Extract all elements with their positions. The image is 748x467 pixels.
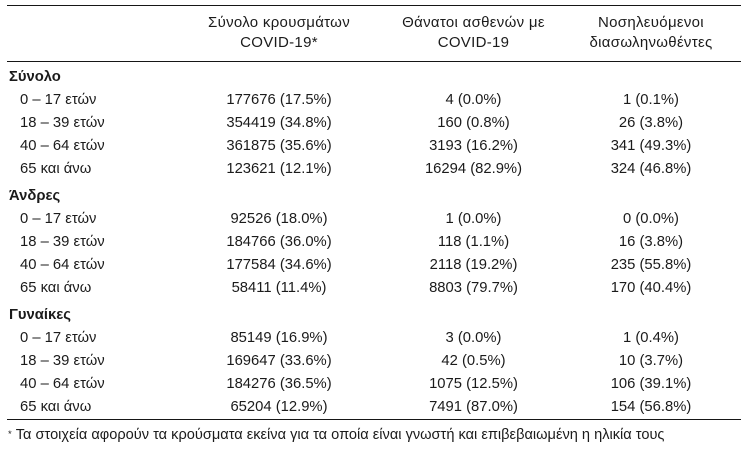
- intubated-cell: 170 (40.4%): [610, 280, 692, 296]
- cases-cell: 361875 (35.6%): [226, 138, 332, 154]
- row-label: 0 – 17 ετών: [20, 211, 97, 227]
- footnote-row: * Τα στοιχεία αφορούν τα κρούσματα εκείνα…: [7, 420, 741, 455]
- empty-cell: [386, 300, 561, 327]
- section-label: Σύνολο: [9, 69, 61, 85]
- header-cases-line1: Σύνολο κρουσμάτων: [208, 14, 350, 31]
- header-intubated-line1: Νοσηλευόμενοι: [598, 14, 704, 31]
- cases-cell: 85149 (16.9%): [230, 330, 328, 346]
- intubated-cell: 341 (49.3%): [610, 138, 692, 154]
- row-label: 40 – 64 ετών: [20, 138, 105, 154]
- footnote: * Τα στοιχεία αφορούν τα κρούσματα εκείνα…: [7, 420, 741, 455]
- table-row: 65 και άνω 123621 (12.1%) 16294 (82.9%) …: [7, 158, 741, 181]
- table-row: 0 – 17 ετών 85149 (16.9%) 3 (0.0%) 1 (0.…: [7, 327, 741, 350]
- row-label: 18 – 39 ετών: [20, 353, 105, 369]
- deaths-cell: 3193 (16.2%): [429, 138, 518, 154]
- deaths-cell: 1075 (12.5%): [429, 376, 518, 392]
- intubated-cell: 154 (56.8%): [610, 399, 692, 415]
- row-label: 0 – 17 ετών: [20, 330, 97, 346]
- deaths-cell: 4 (0.0%): [445, 92, 502, 108]
- header-deaths-line2: COVID-19: [437, 34, 510, 51]
- table-row: 18 – 39 ετών 184766 (36.0%) 118 (1.1%) 1…: [7, 231, 741, 254]
- header-intubated: Νοσηλευόμενοι διασωληνωθέντες: [561, 6, 741, 62]
- section-row-men: Άνδρες: [7, 181, 741, 208]
- row-label: 65 και άνω: [20, 399, 92, 415]
- deaths-cell: 7491 (87.0%): [429, 399, 518, 415]
- cases-cell: 169647 (33.6%): [226, 353, 332, 369]
- cases-cell: 354419 (34.8%): [226, 115, 332, 131]
- section-row-women: Γυναίκες: [7, 300, 741, 327]
- row-label: 40 – 64 ετών: [20, 257, 105, 273]
- cases-cell: 177676 (17.5%): [226, 92, 332, 108]
- row-label: 40 – 64 ετών: [20, 376, 105, 392]
- row-label: 0 – 17 ετών: [20, 92, 97, 108]
- deaths-cell: 160 (0.8%): [437, 115, 510, 131]
- empty-cell: [561, 181, 741, 208]
- footnote-marker: *: [8, 429, 12, 440]
- table-row: 18 – 39 ετών 354419 (34.8%) 160 (0.8%) 2…: [7, 112, 741, 135]
- intubated-cell: 324 (46.8%): [610, 161, 692, 177]
- section-label: Γυναίκες: [9, 307, 71, 323]
- cases-cell: 184276 (36.5%): [226, 376, 332, 392]
- header-row: Σύνολο κρουσμάτων COVID-19* Θάνατοι ασθε…: [7, 6, 741, 62]
- covid-age-sex-table: Σύνολο κρουσμάτων COVID-19* Θάνατοι ασθε…: [7, 5, 741, 454]
- empty-cell: [386, 181, 561, 208]
- table-row: 18 – 39 ετών 169647 (33.6%) 42 (0.5%) 10…: [7, 350, 741, 373]
- table-row: 0 – 17 ετών 177676 (17.5%) 4 (0.0%) 1 (0…: [7, 89, 741, 112]
- row-label: 18 – 39 ετών: [20, 234, 105, 250]
- table-header: Σύνολο κρουσμάτων COVID-19* Θάνατοι ασθε…: [7, 6, 741, 62]
- intubated-cell: 0 (0.0%): [623, 211, 679, 227]
- header-deaths: Θάνατοι ασθενών με COVID-19: [386, 6, 561, 62]
- row-label: 65 και άνω: [20, 161, 92, 177]
- table-row: 0 – 17 ετών 92526 (18.0%) 1 (0.0%) 0 (0.…: [7, 208, 741, 231]
- table-row: 65 και άνω 58411 (11.4%) 8803 (79.7%) 17…: [7, 277, 741, 300]
- intubated-cell: 26 (3.8%): [618, 115, 684, 131]
- empty-cell: [172, 300, 386, 327]
- report-table-page: Σύνολο κρουσμάτων COVID-19* Θάνατοι ασθε…: [7, 5, 741, 454]
- table-row: 40 – 64 ετών 361875 (35.6%) 3193 (16.2%)…: [7, 135, 741, 158]
- section-row-total: Σύνολο: [7, 62, 741, 90]
- cases-cell: 65204 (12.9%): [230, 399, 328, 415]
- deaths-cell: 42 (0.5%): [441, 353, 506, 369]
- empty-cell: [172, 181, 386, 208]
- deaths-cell: 1 (0.0%): [445, 211, 502, 227]
- cases-cell: 92526 (18.0%): [230, 211, 328, 227]
- empty-cell: [561, 62, 741, 90]
- empty-cell: [172, 62, 386, 90]
- deaths-cell: 118 (1.1%): [437, 234, 510, 250]
- intubated-cell: 10 (3.7%): [618, 353, 684, 369]
- empty-cell: [561, 300, 741, 327]
- intubated-cell: 16 (3.8%): [618, 234, 684, 250]
- deaths-cell: 3 (0.0%): [445, 330, 502, 346]
- cases-cell: 123621 (12.1%): [226, 161, 332, 177]
- intubated-cell: 235 (55.8%): [610, 257, 692, 273]
- section-label: Άνδρες: [9, 188, 61, 204]
- intubated-cell: 1 (0.1%): [623, 92, 679, 108]
- header-deaths-line1: Θάνατοι ασθενών με: [402, 14, 545, 31]
- row-label: 18 – 39 ετών: [20, 115, 105, 131]
- intubated-cell: 106 (39.1%): [610, 376, 692, 392]
- deaths-cell: 8803 (79.7%): [429, 280, 518, 296]
- table-body: Σύνολο 0 – 17 ετών 177676 (17.5%) 4 (0.0…: [7, 62, 741, 455]
- header-cases: Σύνολο κρουσμάτων COVID-19*: [172, 6, 386, 62]
- header-cases-line2: COVID-19*: [240, 34, 318, 51]
- cases-cell: 184766 (36.0%): [226, 234, 332, 250]
- table-row: 65 και άνω 65204 (12.9%) 7491 (87.0%) 15…: [7, 396, 741, 420]
- intubated-cell: 1 (0.4%): [623, 330, 679, 346]
- header-empty-cell: [7, 6, 172, 62]
- row-label: 65 και άνω: [20, 280, 92, 296]
- cases-cell: 177584 (34.6%): [226, 257, 332, 273]
- deaths-cell: 2118 (19.2%): [429, 257, 518, 273]
- table-row: 40 – 64 ετών 184276 (36.5%) 1075 (12.5%)…: [7, 373, 741, 396]
- footnote-text: Τα στοιχεία αφορούν τα κρούσματα εκείνα …: [15, 427, 665, 443]
- empty-cell: [386, 62, 561, 90]
- header-intubated-line2: διασωληνωθέντες: [589, 34, 713, 51]
- deaths-cell: 16294 (82.9%): [424, 161, 523, 177]
- cases-cell: 58411 (11.4%): [231, 280, 327, 296]
- table-row: 40 – 64 ετών 177584 (34.6%) 2118 (19.2%)…: [7, 254, 741, 277]
